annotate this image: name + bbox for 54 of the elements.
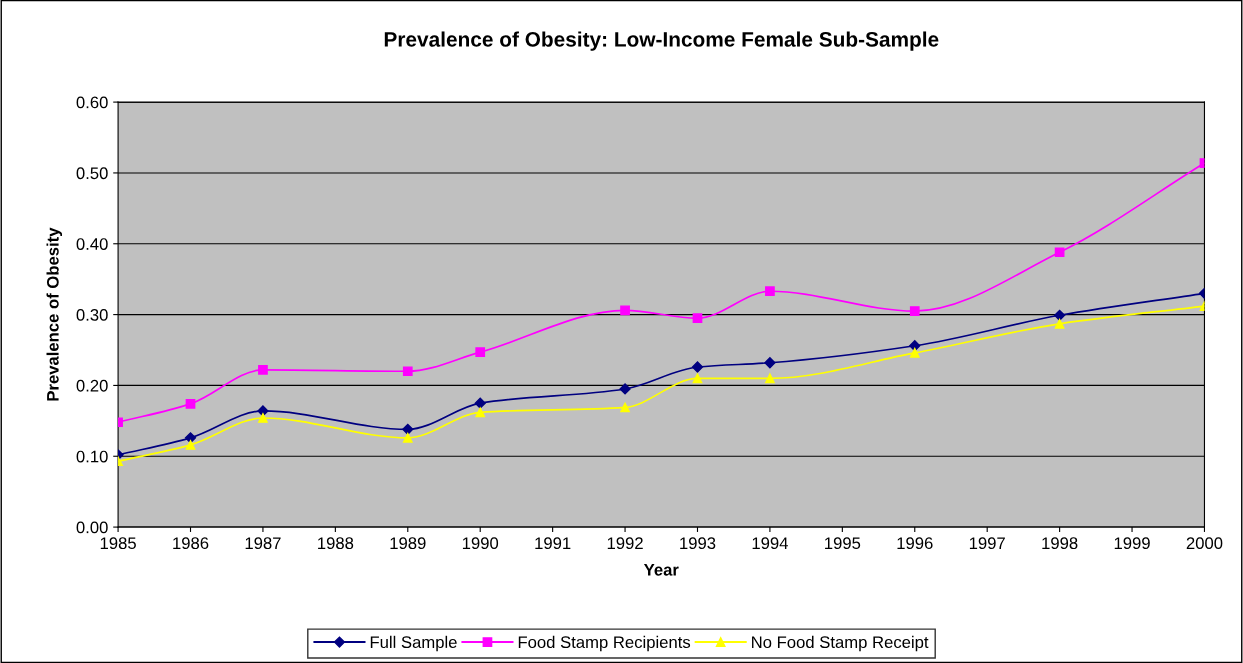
x-tick-label: 1994 <box>752 537 788 550</box>
point <box>475 347 486 357</box>
chart-title: Prevalence of Obesity: Low-Income Female Sub-Sample <box>384 31 939 51</box>
point <box>1054 247 1065 258</box>
point <box>402 432 413 443</box>
point <box>1054 309 1066 321</box>
y-tick-label: 0.00 <box>76 521 108 534</box>
point <box>909 306 920 316</box>
point <box>402 366 413 377</box>
x-axis-title: Year <box>643 564 679 576</box>
point <box>620 402 630 413</box>
x-tick-label: 1997 <box>969 537 1005 550</box>
point <box>185 398 196 409</box>
x-tick-label: 1988 <box>318 537 354 550</box>
x-tick-label: 1999 <box>1114 537 1150 550</box>
point <box>909 347 920 358</box>
point <box>765 286 775 297</box>
point <box>258 413 268 423</box>
point <box>692 373 703 384</box>
point <box>909 340 921 352</box>
point <box>1054 318 1065 329</box>
y-tick-label: 0.60 <box>76 96 108 109</box>
x-tick-label: 1987 <box>245 537 281 550</box>
y-tick-label: 0.10 <box>76 450 108 463</box>
point <box>764 357 776 369</box>
y-tick-label: 0.20 <box>76 379 108 392</box>
x-tick-label: 1991 <box>535 537 571 550</box>
point <box>765 373 775 384</box>
x-tick-label: 1992 <box>607 537 643 550</box>
x-tick-label: 1995 <box>825 537 861 550</box>
point <box>474 397 486 409</box>
x-tick-label: 1998 <box>1042 537 1078 550</box>
x-tick-label: 1996 <box>897 537 933 550</box>
point <box>475 407 486 418</box>
point <box>258 364 268 375</box>
x-tick-label: 1989 <box>390 537 426 550</box>
x-tick-label: 2000 <box>1186 537 1223 550</box>
legend-label: Food Stamp Recipients <box>518 635 691 652</box>
y-axis-title: Prevalence of Obesity <box>46 227 63 401</box>
legend-label: Full Sample <box>370 635 457 652</box>
point <box>619 383 631 395</box>
point <box>185 440 196 450</box>
x-tick-label: 1993 <box>680 537 716 550</box>
x-tick-label: 1985 <box>100 537 136 550</box>
y-tick-label: 0.30 <box>76 308 108 321</box>
point <box>620 305 630 316</box>
y-tick-label: 0.50 <box>76 167 108 180</box>
x-tick-label: 1990 <box>462 537 499 550</box>
point <box>691 361 704 373</box>
point <box>402 423 414 435</box>
legend-label: No Food Stamp Receipt <box>752 635 929 652</box>
point <box>692 313 703 323</box>
x-tick-label: 1986 <box>173 537 209 550</box>
y-tick-label: 0.40 <box>76 238 108 250</box>
